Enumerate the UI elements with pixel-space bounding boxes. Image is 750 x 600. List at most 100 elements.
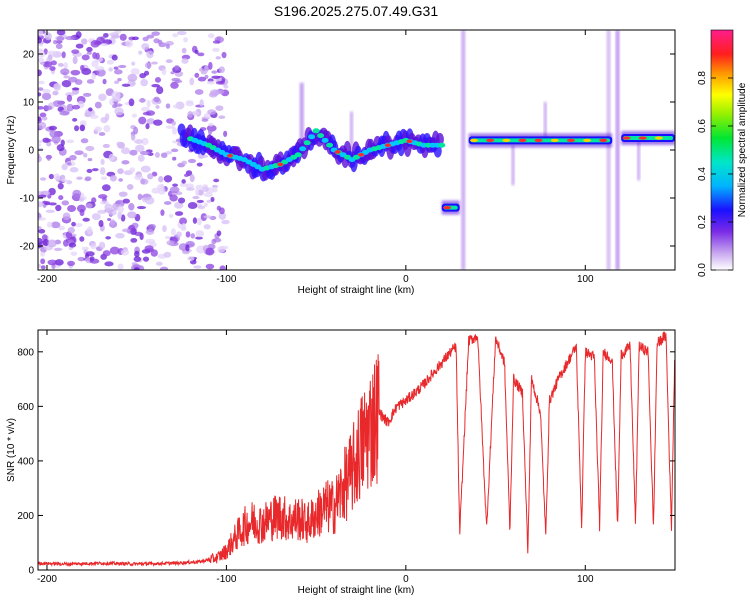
noise-blob: [53, 247, 63, 252]
snr-panel: -200 -100 0 100 0 200 400 600 800 Height of str…: [6, 329, 676, 596]
noise-blob: [221, 219, 230, 225]
heatmap-marks: [38, 30, 675, 270]
noise-blob: [151, 187, 160, 194]
noise-blob: [70, 69, 81, 76]
noise-blob: [102, 78, 107, 85]
segment-peak: [470, 138, 479, 142]
segment-peak: [502, 138, 511, 142]
noise-blob: [185, 244, 190, 252]
segment-peak: [654, 136, 663, 140]
colorbar-tick-label: 0.0: [697, 263, 708, 277]
noise-blob: [146, 99, 151, 108]
noise-blob: [38, 121, 47, 130]
noise-blob: [67, 162, 72, 166]
ridge-peak: [406, 139, 413, 144]
noise-blob: [163, 201, 172, 205]
noise-blob: [71, 49, 80, 54]
noise-blob: [38, 155, 42, 163]
noise-blob: [137, 154, 145, 162]
noise-blob: [205, 247, 215, 256]
noise-blob: [120, 214, 126, 222]
snr-y-label: SNR (10 * v/v): [6, 418, 17, 482]
noise-blob: [38, 57, 45, 63]
noise-blob: [38, 30, 44, 37]
noise-blob: [170, 81, 179, 89]
y-tick-label: -10: [20, 194, 35, 205]
noise-blob: [199, 99, 204, 107]
noise-blob: [132, 36, 139, 41]
ridge-core: [312, 128, 320, 134]
noise-blob: [92, 52, 97, 59]
noise-blob: [102, 143, 110, 149]
colorbar-tick-label: 0.8: [697, 71, 708, 85]
interference-streak: [606, 30, 611, 270]
noise-blob: [115, 200, 122, 205]
noise-blob: [67, 260, 75, 267]
noise-blob: [83, 92, 92, 97]
noise-blob: [129, 149, 138, 156]
noise-blob: [146, 34, 155, 39]
noise-blob: [89, 114, 99, 119]
noise-blob: [172, 127, 177, 135]
noise-blob: [68, 242, 77, 248]
noise-blob: [127, 73, 138, 82]
noise-blob: [141, 137, 149, 146]
noise-blob: [108, 67, 113, 72]
noise-blob: [66, 139, 75, 144]
noise-blob: [48, 173, 55, 180]
noise-blob: [131, 61, 136, 66]
noise-blob: [138, 50, 143, 55]
noise-blob: [76, 204, 86, 213]
noise-blob: [49, 66, 56, 71]
noise-blob: [120, 249, 130, 256]
noise-blob: [113, 66, 119, 70]
noise-blob: [48, 202, 57, 206]
noise-blob: [94, 66, 105, 71]
noise-blob: [81, 38, 88, 45]
noise-blob: [77, 256, 86, 262]
noise-blob: [86, 79, 95, 84]
noise-blob: [117, 77, 122, 82]
noise-blob: [110, 219, 116, 226]
noise-blob: [145, 196, 155, 205]
noise-blob: [105, 236, 111, 240]
noise-blob: [86, 168, 93, 174]
noise-blob: [50, 60, 57, 66]
noise-blob: [140, 78, 149, 87]
noise-blob: [188, 158, 197, 164]
noise-blob: [60, 68, 70, 76]
noise-blob: [71, 221, 76, 227]
y-tick-label: 10: [23, 98, 35, 109]
noise-blob: [201, 118, 209, 122]
noise-blob: [128, 202, 135, 211]
noise-blob: [38, 143, 42, 147]
noise-blob: [107, 217, 112, 222]
noise-blob: [150, 249, 158, 257]
noise-blob: [40, 61, 45, 66]
segment-peak: [550, 138, 559, 142]
noise-blob: [55, 204, 62, 212]
noise-blob: [185, 231, 191, 238]
noise-blob: [45, 209, 55, 214]
noise-blob: [206, 199, 212, 203]
noise-blob: [165, 43, 170, 49]
noise-blob: [61, 163, 68, 171]
noise-blob: [94, 126, 102, 133]
noise-blob: [159, 266, 169, 270]
noise-blob: [98, 132, 106, 136]
noise-blob: [128, 98, 135, 107]
noise-blob: [207, 128, 213, 135]
noise-blob: [130, 133, 136, 141]
noise-blob: [118, 64, 127, 69]
noise-blob: [84, 176, 92, 181]
noise-blob: [142, 256, 150, 262]
noise-blob: [40, 251, 45, 257]
noise-blob: [40, 177, 47, 181]
noise-blob: [70, 251, 78, 256]
noise-blob: [183, 173, 190, 177]
snr-x-ticks: -200 -100 0 100: [37, 330, 594, 585]
noise-blob: [109, 98, 114, 106]
ridge-peak: [334, 150, 341, 154]
noise-blob: [106, 59, 114, 65]
